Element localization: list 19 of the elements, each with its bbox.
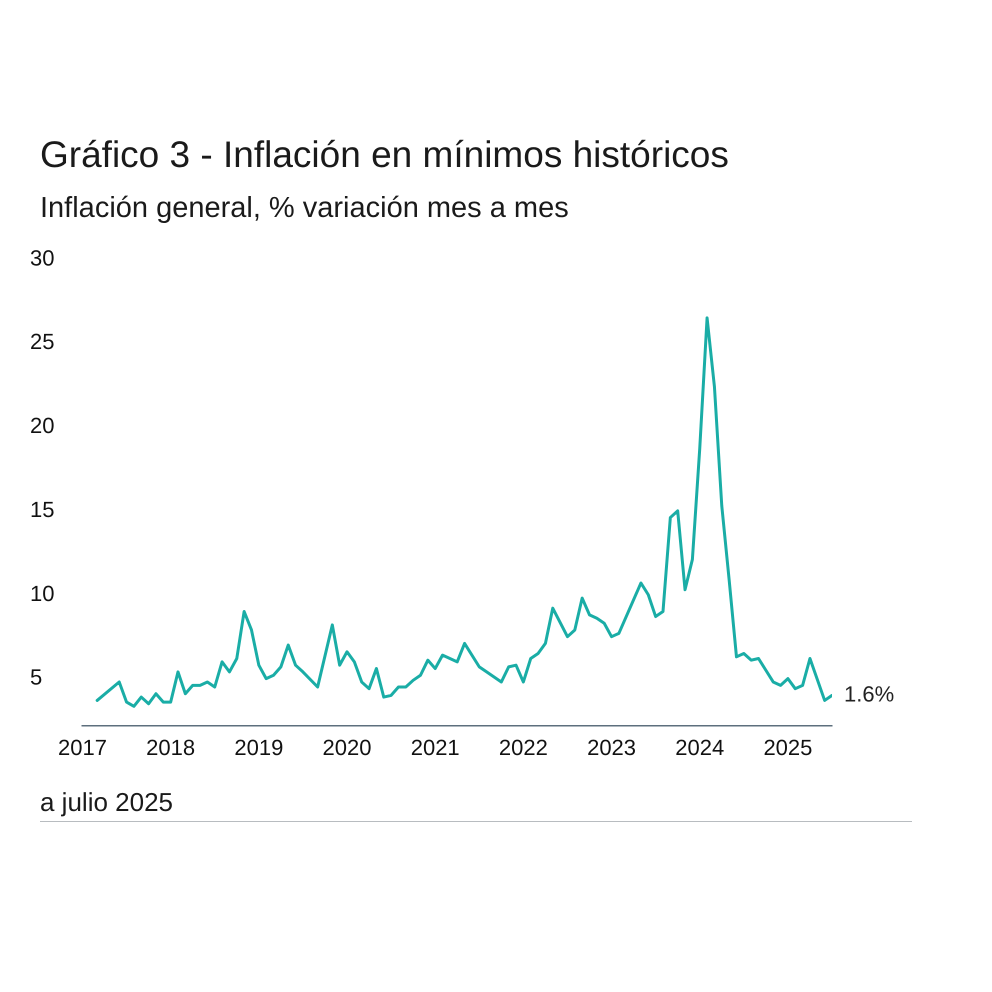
chart-title: Gráfico 3 - Inflación en mínimos históricos — [40, 134, 729, 176]
x-tick-label: 2025 — [763, 734, 812, 760]
x-tick-label: 2018 — [146, 734, 196, 760]
text: a julio 2025 — [40, 787, 173, 818]
chart-subtitle: Inflación general, % variación mes a mes — [40, 192, 569, 225]
annotation: 1.6% — [844, 681, 894, 706]
x-tick-label: 2019 — [234, 734, 284, 760]
y-tick-label: 10 — [30, 580, 54, 606]
y-tick-label: 15 — [30, 496, 54, 522]
x-tick-label: 2020 — [322, 734, 372, 760]
y-tick-label: 25 — [30, 329, 54, 354]
x-tick-label: 2021 — [410, 734, 460, 760]
x-tick-label: 2017 — [58, 734, 107, 760]
x-tick-label: 2022 — [498, 734, 548, 760]
y-tick-label: 5 — [30, 664, 42, 690]
y-tick-label: 20 — [30, 413, 54, 438]
x-tick-label: 2024 — [675, 734, 724, 760]
y-tick-label: 30 — [30, 245, 54, 270]
x-tick-label: 2023 — [587, 734, 636, 760]
